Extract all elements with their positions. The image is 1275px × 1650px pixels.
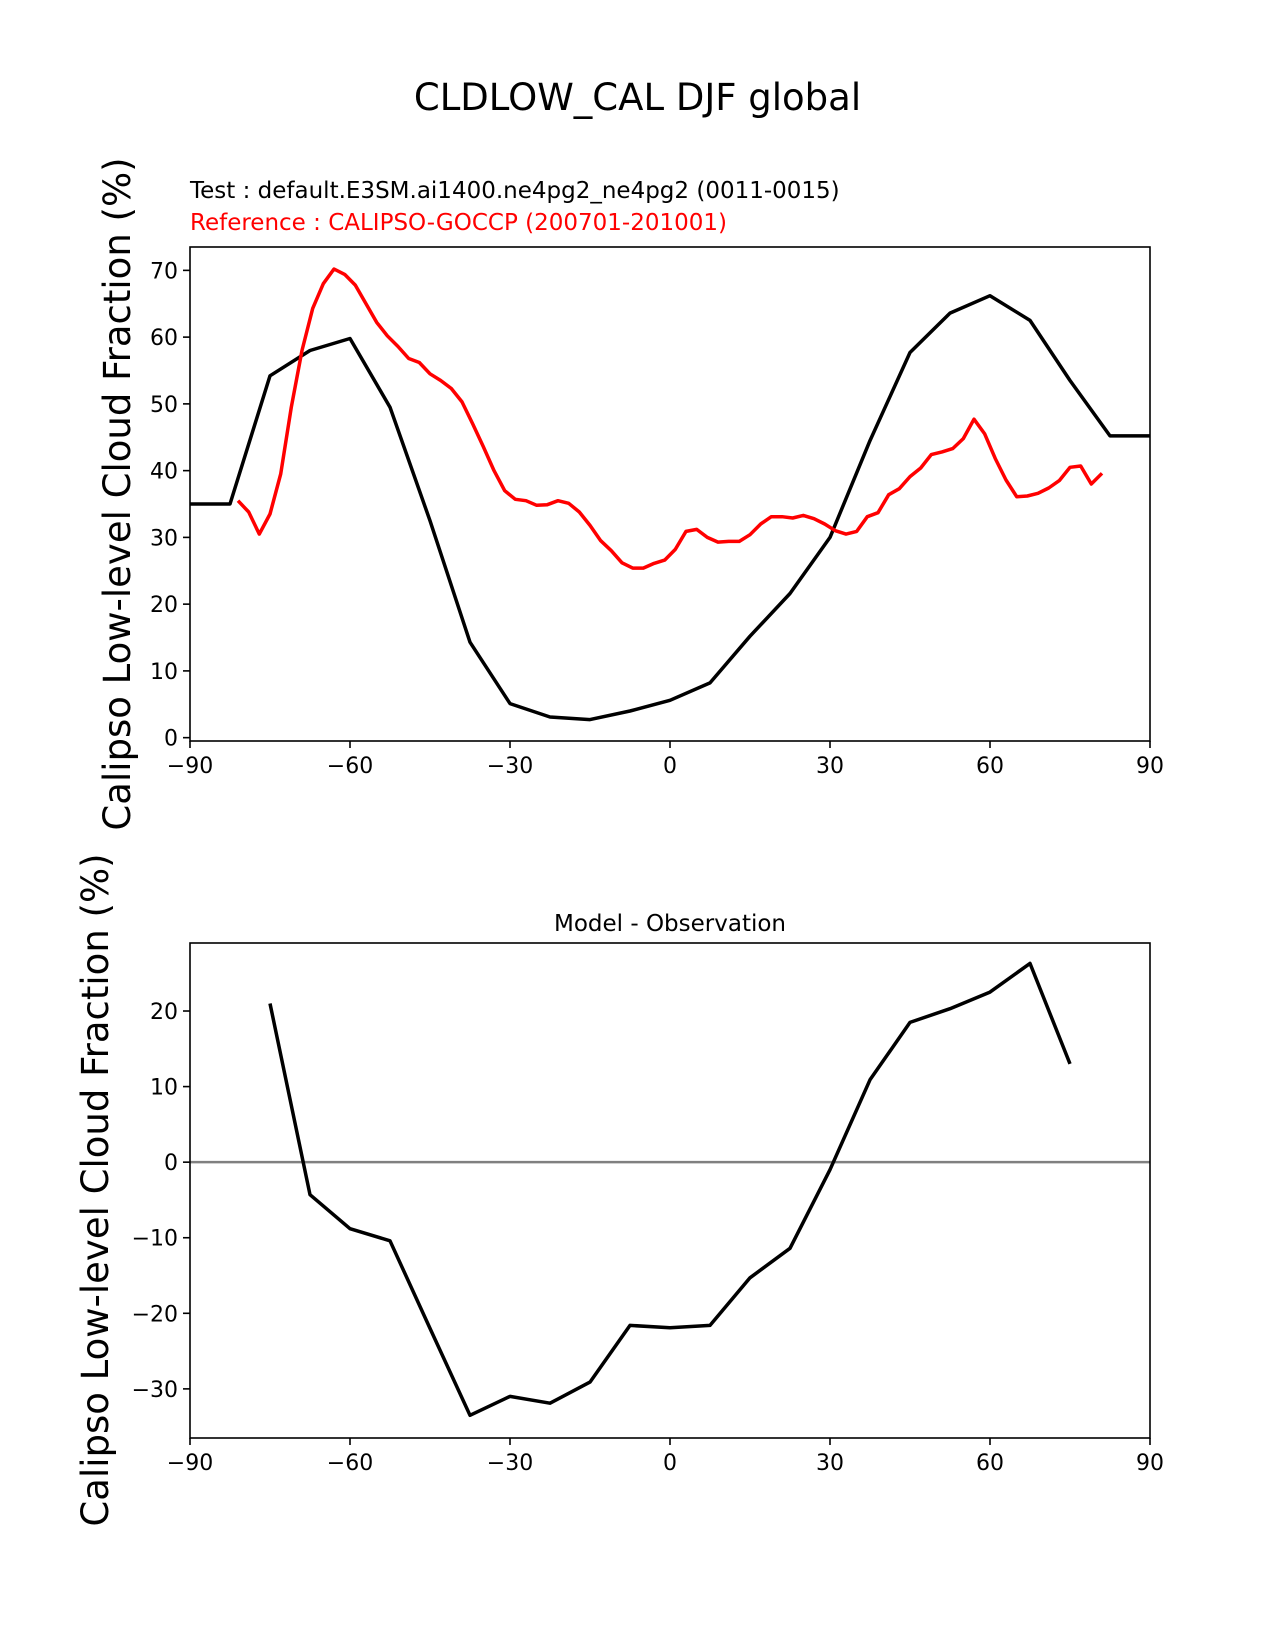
figure-title: CLDLOW_CAL DJF global — [414, 76, 861, 119]
difference-chart: −90 −60 −30 0 30 60 90 −30 −20 −10 0 10 20 Calipso Lo… — [74, 853, 1164, 1526]
series-line-test — [190, 293, 1150, 722]
x-tick-label: −30 — [487, 1451, 533, 1476]
reference-label: Reference : CALIPSO-GOCCP (200701-201001… — [190, 210, 727, 236]
series-line-model-observation — [268, 961, 1072, 1418]
chart-title: Model - Observation — [554, 911, 786, 937]
y-tick-label: 20 — [150, 1000, 178, 1025]
x-tick-label: 30 — [816, 1451, 844, 1476]
x-tick-label: 0 — [663, 1451, 677, 1476]
x-tick-label: 0 — [663, 754, 677, 779]
series-line-reference — [236, 267, 1104, 570]
y-tick-label: 50 — [150, 393, 178, 418]
x-tick-label: −60 — [327, 1451, 373, 1476]
axes-frame — [189, 942, 1151, 1439]
y-tick-label: 70 — [150, 259, 178, 284]
x-tick-label: −60 — [327, 754, 373, 779]
x-tick-label: 60 — [976, 1451, 1004, 1476]
y-tick-label: −20 — [132, 1302, 178, 1327]
test-label: Test : default.E3SM.ai1400.ne4pg2_ne4pg2… — [189, 178, 840, 204]
y-tick-label: −30 — [132, 1378, 178, 1403]
y-tick-label: 40 — [150, 460, 178, 485]
y-tick-label: 30 — [150, 526, 178, 551]
y-tick-label: 10 — [150, 660, 178, 685]
x-tick-label: −90 — [167, 754, 213, 779]
y-axis-label: Calipso Low-level Cloud Fraction (%) — [74, 853, 117, 1526]
x-tick-label: 60 — [976, 754, 1004, 779]
y-tick-label: 10 — [150, 1076, 178, 1101]
y-tick-label: 0 — [164, 727, 178, 752]
y-tick-label: 20 — [150, 593, 178, 618]
x-tick-label: 90 — [1136, 1451, 1164, 1476]
x-tick-label: 30 — [816, 754, 844, 779]
y-tick-label: 0 — [164, 1151, 178, 1176]
x-tick-label: −90 — [167, 1451, 213, 1476]
x-tick-label: −30 — [487, 754, 533, 779]
x-tick-label: 90 — [1136, 754, 1164, 779]
upper-chart: −90 −60 −30 0 30 60 90 0 10 20 30 40 50 60 70 Calipso L… — [96, 157, 1164, 830]
y-tick-label: 60 — [150, 326, 178, 351]
axes-frame — [189, 246, 1151, 742]
y-tick-label: −10 — [132, 1227, 178, 1252]
y-axis-label: Calipso Low-level Cloud Fraction (%) — [96, 157, 139, 830]
